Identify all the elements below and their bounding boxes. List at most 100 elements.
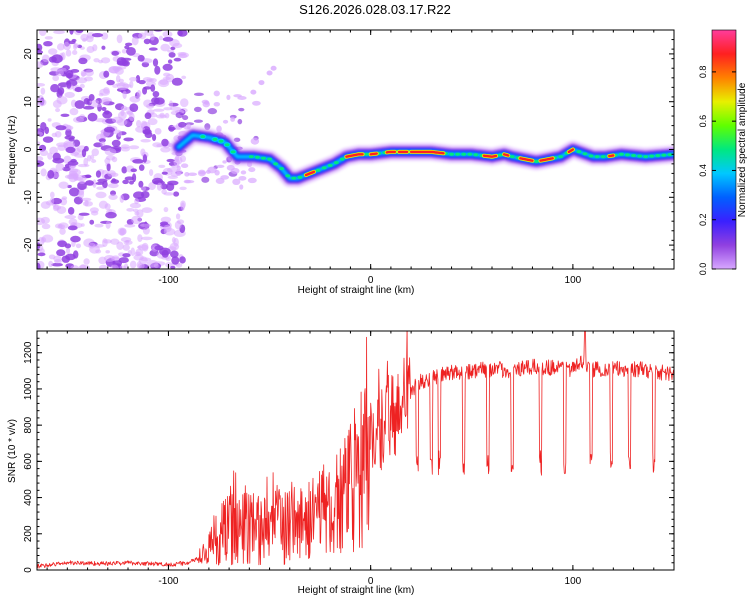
noise-blob	[201, 176, 210, 183]
noise-blob	[64, 243, 72, 249]
noise-blob	[92, 244, 105, 248]
noise-blob	[101, 32, 109, 40]
noise-blob	[239, 184, 244, 190]
noise-blob	[101, 106, 107, 111]
noise-blob	[37, 49, 44, 55]
ridge-spot	[497, 153, 503, 157]
ridge-spot	[455, 152, 461, 156]
colorbar-gradient	[712, 30, 736, 269]
ridge-hot	[519, 157, 534, 162]
noise-blob	[95, 249, 102, 254]
noise-blob	[60, 67, 67, 72]
noise-blob	[129, 202, 142, 209]
colorbar-tick-label: 0.0	[698, 263, 708, 276]
noise-blob	[79, 83, 85, 89]
noise-blob	[173, 57, 182, 62]
noise-blob	[232, 178, 241, 186]
noise-blob	[148, 47, 158, 51]
noise-blob	[78, 212, 90, 216]
noise-blob	[95, 191, 107, 199]
ridge-spot	[223, 142, 231, 148]
noise-blob	[42, 54, 50, 63]
noise-blob	[157, 79, 170, 88]
noise-blob	[158, 35, 163, 41]
noise-blob	[85, 35, 94, 43]
noise-blob	[104, 203, 111, 211]
noise-blob	[120, 57, 132, 61]
noise-blob	[213, 90, 220, 97]
noise-blob	[120, 146, 131, 152]
ridge-spot	[624, 153, 630, 157]
noise-blob	[131, 173, 137, 183]
noise-blob	[146, 260, 159, 268]
ridge-spot	[649, 154, 655, 158]
noise-blob	[123, 240, 133, 245]
noise-blob	[67, 206, 75, 215]
noise-blob	[140, 138, 151, 143]
noise-blob	[105, 250, 110, 254]
ridge-spot	[321, 166, 327, 170]
noise-blob	[220, 175, 230, 180]
noise-blob	[240, 170, 247, 175]
noise-blob	[121, 48, 128, 54]
noise-blob	[119, 194, 125, 203]
noise-blob	[84, 76, 93, 82]
noise-blob	[170, 250, 179, 259]
noise-blob	[74, 87, 83, 93]
noise-blob	[85, 174, 92, 179]
noise-blob	[193, 119, 203, 123]
noise-blob	[92, 179, 97, 188]
noise-blob	[68, 218, 78, 226]
ridge-spot	[637, 154, 643, 158]
noise-blob	[132, 158, 144, 164]
noise-blob	[72, 49, 78, 56]
noise-blob	[149, 169, 154, 177]
colorbar-tick-label: 0.2	[698, 213, 708, 226]
noise-blob	[129, 77, 138, 82]
ridge-hot	[369, 152, 378, 156]
noise-blob	[51, 262, 63, 267]
noise-blob	[65, 246, 71, 254]
noise-blob	[65, 49, 72, 57]
noise-blob	[124, 176, 135, 181]
noise-blob	[247, 177, 257, 184]
noise-blob	[237, 96, 247, 100]
noise-blob	[140, 148, 146, 157]
noise-blob	[169, 100, 174, 108]
ridge-hot	[482, 154, 498, 158]
noise-blob	[137, 234, 143, 243]
noise-blob	[226, 94, 231, 101]
noise-blob	[100, 57, 111, 64]
noise-blob	[126, 110, 134, 116]
colorbar-tick-label: 0.8	[698, 66, 708, 79]
ridge-hot	[345, 153, 364, 158]
noise-blob	[237, 118, 243, 125]
noise-blob	[96, 186, 105, 190]
noise-blob	[130, 168, 137, 173]
noise-blob	[123, 137, 134, 142]
noise-blob	[103, 254, 116, 262]
noise-blob	[91, 33, 104, 38]
noise-blob	[61, 196, 68, 200]
spectrogram-heatmap	[37, 30, 674, 269]
noise-blob	[178, 52, 189, 58]
snr-ytick-label: 200	[23, 525, 34, 542]
noise-blob	[146, 103, 155, 109]
noise-blob	[178, 121, 187, 128]
noise-blob	[159, 112, 165, 118]
noise-blob	[167, 180, 179, 186]
noise-blob	[136, 119, 142, 128]
noise-blob	[57, 86, 65, 96]
noise-blob	[171, 256, 180, 265]
noise-blob	[55, 125, 67, 131]
ridge-spot	[327, 163, 333, 168]
ridge-hot	[502, 153, 510, 157]
noise-blob	[238, 107, 245, 112]
noise-blob	[67, 160, 79, 166]
noise-blob	[75, 30, 84, 34]
noise-blob	[215, 177, 225, 185]
noise-blob	[174, 220, 182, 230]
noise-blob	[37, 43, 43, 52]
noise-blob	[91, 148, 99, 157]
